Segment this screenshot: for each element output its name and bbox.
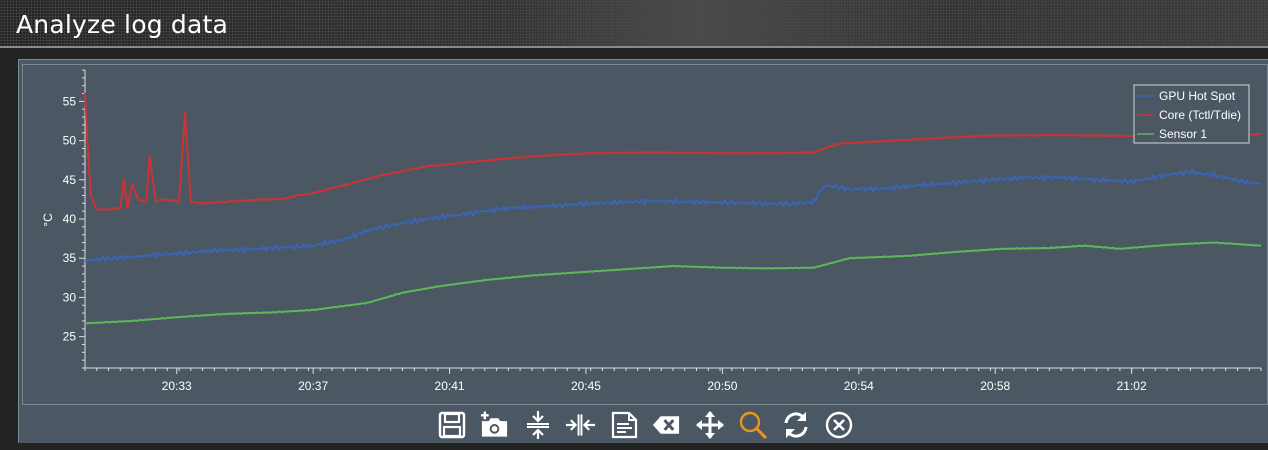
chart-toolbar xyxy=(436,408,866,442)
x-tick-label: 20:45 xyxy=(571,379,601,393)
zoom-icon xyxy=(739,411,767,440)
x-tick-label: 20:54 xyxy=(844,379,874,393)
compress-horizontal-icon xyxy=(565,414,596,436)
window-title: Analyze log data xyxy=(16,10,229,39)
title-bar: Analyze log data xyxy=(0,0,1268,48)
close-chart-button[interactable] xyxy=(823,409,854,441)
save-button[interactable] xyxy=(436,409,467,441)
x-tick-label: 20:37 xyxy=(298,379,328,393)
fit-vertical-button[interactable] xyxy=(522,409,553,441)
y-tick-label: 35 xyxy=(63,251,77,265)
refresh-button[interactable] xyxy=(780,409,811,441)
series-line xyxy=(84,241,1262,325)
compress-vertical-icon xyxy=(526,411,549,439)
close-icon xyxy=(825,411,852,439)
zoom-button[interactable] xyxy=(737,409,768,441)
export-report-icon xyxy=(611,411,637,439)
refresh-icon xyxy=(784,412,807,438)
series-line xyxy=(85,169,1262,263)
legend-label: GPU Hot Spot xyxy=(1159,89,1236,103)
chart-panel xyxy=(18,59,1268,443)
y-tick-label: 45 xyxy=(63,173,77,187)
export-report-button[interactable] xyxy=(608,409,639,441)
x-tick-label: 20:33 xyxy=(162,379,192,393)
save-icon xyxy=(438,411,465,439)
screenshot-icon xyxy=(480,411,508,437)
y-tick-label: 25 xyxy=(63,330,77,344)
x-tick-label: 21:02 xyxy=(1117,379,1147,393)
screenshot-button[interactable] xyxy=(479,409,510,441)
clear-button[interactable] xyxy=(651,409,682,441)
pan-button[interactable] xyxy=(694,409,725,441)
x-tick-label: 20:41 xyxy=(435,379,465,393)
legend-label: Sensor 1 xyxy=(1159,127,1207,141)
y-axis-label: °C xyxy=(41,213,55,227)
pan-icon xyxy=(695,411,724,439)
y-tick-label: 50 xyxy=(63,134,77,148)
fit-horizontal-button[interactable] xyxy=(565,409,596,441)
y-tick-label: 55 xyxy=(63,94,77,108)
clear-icon xyxy=(652,416,680,434)
x-tick-label: 20:50 xyxy=(707,379,737,393)
legend-label: Core (Tctl/Tdie) xyxy=(1159,108,1241,122)
y-tick-label: 40 xyxy=(63,212,77,226)
y-tick-label: 30 xyxy=(63,290,77,304)
x-tick-label: 20:58 xyxy=(980,379,1010,393)
series-line xyxy=(84,92,1261,211)
